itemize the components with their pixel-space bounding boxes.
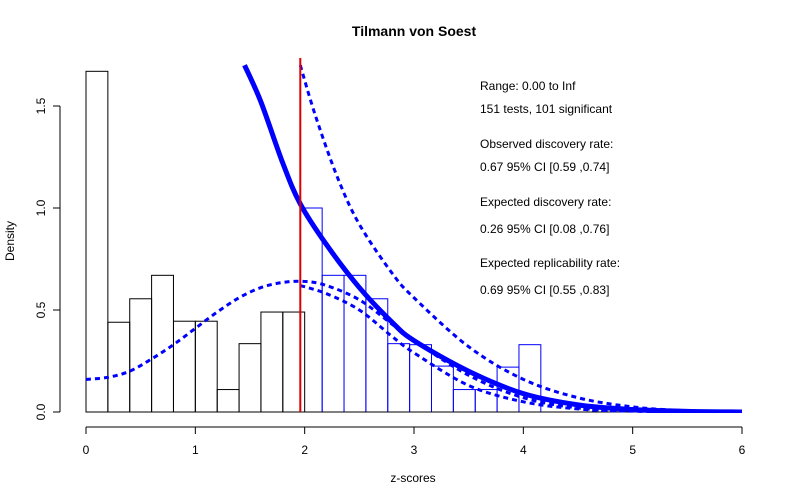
density-curve [85, 279, 743, 413]
x-tick-label: 3 [411, 443, 418, 457]
y-axis-label: Density [3, 221, 17, 261]
annotation-edr-label: Expected discovery rate: [480, 195, 611, 209]
histogram-bar-significant [409, 344, 432, 413]
y-tick-label: 0.0 [34, 403, 48, 420]
x-tick-label: 0 [83, 443, 90, 457]
histogram-bar-nonsignificant [194, 320, 218, 413]
histogram-bar-significant [452, 389, 476, 413]
annotation-odr-label: Observed discovery rate: [480, 137, 613, 151]
x-tick-label: 4 [520, 443, 527, 457]
histogram-bar-nonsignificant [151, 274, 174, 413]
y-axis: 0.0 0.5 1.0 1.5 [34, 97, 61, 420]
x-tick-label: 6 [739, 443, 746, 457]
y-tick-label: 0.5 [34, 301, 48, 318]
histogram-bar-significant [430, 365, 454, 413]
histogram-bar-nonsignificant [282, 311, 306, 413]
x-tick-label: 5 [629, 443, 636, 457]
histogram-bar-significant [387, 343, 411, 413]
histogram-bar-nonsignificant [107, 321, 131, 413]
x-tick-label: 1 [192, 443, 199, 457]
histogram-bar-significant [299, 207, 323, 413]
bars-nonsignificant [85, 70, 306, 413]
x-axis-label: z-scores [390, 471, 435, 485]
annotation-edr-value: 0.26 95% CI [0.08 ,0.76] [480, 222, 609, 236]
histogram-bar-nonsignificant [260, 311, 284, 413]
chart-title: Tilmann von Soest [352, 23, 477, 39]
annotation-odr-value: 0.67 95% CI [0.59 ,0.74] [480, 160, 609, 174]
histogram-bar-nonsignificant [238, 343, 262, 413]
fitted-curve [242, 64, 743, 413]
y-tick-label: 1.5 [34, 97, 48, 114]
histogram-bar-nonsignificant [85, 70, 109, 413]
x-axis: 0 1 2 3 4 5 6 [83, 426, 746, 457]
histogram-bar-nonsignificant [129, 298, 153, 413]
x-tick-label: 2 [301, 443, 308, 457]
y-tick-label: 1.0 [34, 199, 48, 216]
annotation-tests: 151 tests, 101 significant [480, 102, 613, 116]
annotation-err-label: Expected replicability rate: [480, 256, 620, 270]
histogram-bar-nonsignificant [216, 389, 240, 413]
annotation-err-value: 0.69 95% CI [0.55 ,0.83] [480, 283, 609, 297]
histogram-bar-significant [321, 274, 345, 413]
upper-ci-curve [298, 64, 743, 413]
bars-significant [86, 207, 742, 413]
annotation-range: Range: 0.00 to Inf [480, 79, 576, 93]
annotations: Range: 0.00 to Inf 151 tests, 101 signif… [480, 79, 620, 297]
